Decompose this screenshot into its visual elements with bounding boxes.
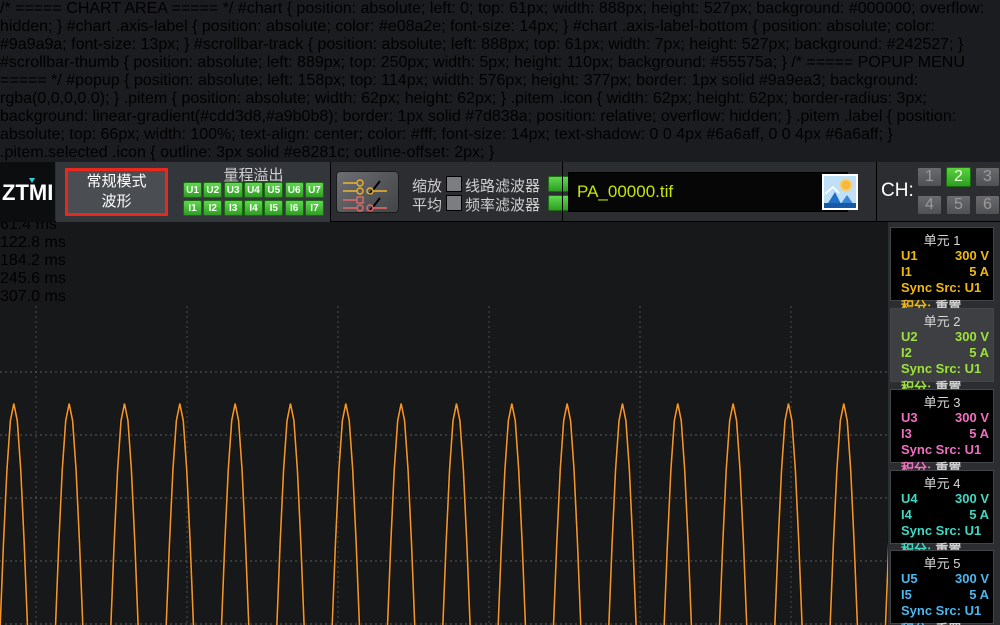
svg-text:ZTMI: ZTMI (2, 180, 53, 205)
